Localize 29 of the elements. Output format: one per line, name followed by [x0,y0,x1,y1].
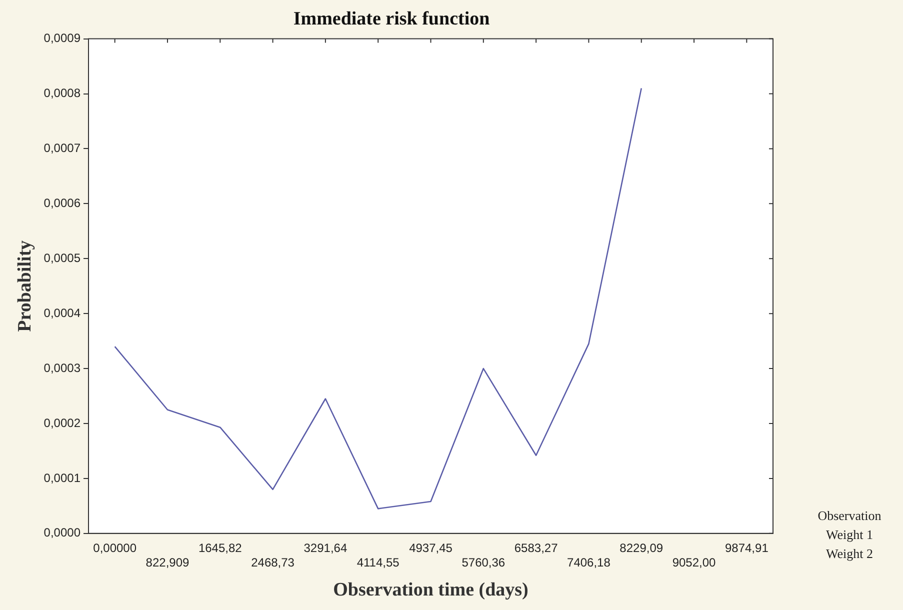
x-tick-label: 5760,36 [462,555,506,570]
y-tick-label: 0,0009 [44,31,81,46]
y-tick-label: 0,0003 [44,360,81,375]
x-tick-label: 2468,73 [251,555,295,570]
x-tick-label: 1645,82 [198,540,242,555]
x-tick-label: 4937,45 [409,540,453,555]
text: Weight 1 [825,526,874,544]
x-tick-label: 9874,91 [724,540,769,555]
y-tick-label: 0,0008 [44,86,81,100]
text: Weight 2 [825,545,874,563]
y-tick-label: 0,0007 [44,141,81,156]
y-tick-label: 0,0002 [44,416,81,430]
y-tick-label: 0,0000 [44,526,81,540]
text: Observation [816,507,882,525]
y-tick-label: 0,0004 [44,306,81,320]
x-tick-label: 4114,55 [356,555,400,570]
x-tick-label: 3291,64 [304,540,348,555]
x-tick-label: 0,00000 [93,540,137,555]
y-tick-label: 0,0006 [44,196,81,210]
x-tick-label: 7406,18 [567,555,611,570]
x-tick-label: 9052,00 [672,555,716,570]
chart-title: Immediate risk function [293,8,490,30]
x-tick-label: 8229,09 [620,540,664,555]
x-tick-label: 6583,27 [514,540,558,555]
x-axis-title: Observation time (days) [333,580,528,601]
y-axis-title: Probability [14,240,36,332]
y-tick-label: 0,0005 [44,250,81,265]
y-tick-label: 0,0001 [44,470,81,485]
x-tick-label: 822,909 [146,555,190,570]
